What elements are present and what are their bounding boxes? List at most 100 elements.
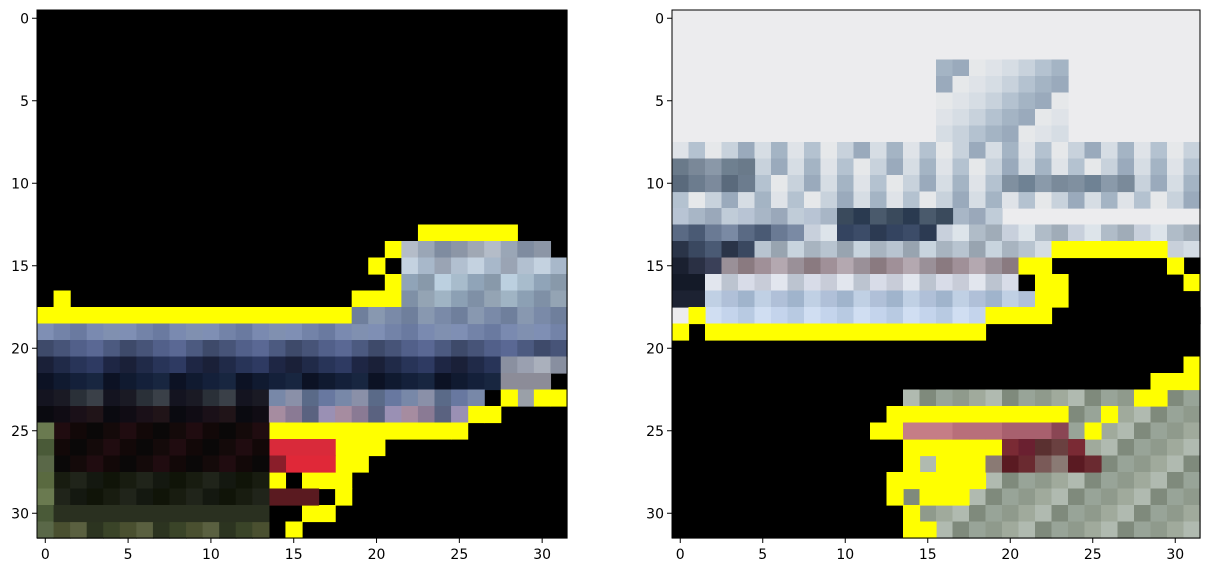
car-roof	[451, 241, 469, 259]
x-tick-label: 30	[1166, 547, 1184, 563]
car-body-dark	[335, 373, 353, 391]
scene	[870, 142, 888, 160]
scene	[1117, 142, 1135, 160]
scene	[936, 257, 954, 275]
scene	[1018, 109, 1036, 127]
scene-dark	[705, 257, 723, 275]
dark-region	[70, 488, 88, 506]
scene	[985, 191, 1003, 209]
car-body-dark	[202, 373, 220, 391]
yellow-outline	[351, 290, 402, 308]
dark-region	[86, 455, 104, 473]
car-body-dark	[384, 356, 402, 374]
car-body	[467, 323, 485, 341]
scene	[985, 241, 1003, 259]
scene	[870, 307, 888, 325]
car-body	[268, 340, 287, 358]
scene	[738, 290, 756, 308]
x-tick-label: 10	[202, 547, 220, 563]
scene-dark	[672, 158, 690, 176]
scene-dark	[688, 257, 706, 275]
ground	[1117, 406, 1135, 424]
scene	[952, 76, 970, 94]
yellow-outline	[53, 290, 71, 308]
scene	[1035, 241, 1053, 259]
scene-dark	[1002, 175, 1020, 193]
car-lower	[434, 406, 452, 424]
car-body	[517, 323, 535, 341]
dark-region	[86, 439, 104, 457]
car-body	[550, 356, 568, 374]
car-body-dark	[318, 356, 336, 374]
scene	[787, 307, 805, 325]
ground	[1084, 472, 1102, 490]
pink-patch	[1018, 422, 1036, 440]
ground	[1101, 505, 1119, 523]
yellow-outline	[335, 488, 353, 506]
scene	[672, 142, 690, 160]
ground	[1018, 488, 1036, 506]
taillight	[268, 439, 336, 457]
car-lower	[119, 389, 137, 407]
dark-region	[152, 472, 171, 490]
scene	[787, 175, 805, 193]
ground	[1101, 455, 1119, 473]
x-tick-label: 30	[533, 547, 551, 563]
car-roof	[484, 290, 502, 308]
ground	[219, 521, 237, 539]
scene	[969, 76, 987, 94]
ground	[1101, 422, 1119, 440]
scene	[952, 307, 970, 325]
car-body	[484, 340, 502, 358]
scene	[787, 274, 805, 292]
dark-region	[103, 455, 121, 473]
scene	[1134, 224, 1152, 242]
ground	[235, 521, 253, 539]
car-body	[86, 323, 104, 341]
car-body	[368, 323, 386, 341]
scene	[1068, 224, 1086, 242]
y-tick-label: 20	[11, 341, 29, 357]
car-body	[335, 323, 353, 341]
ground	[1150, 455, 1168, 473]
scene-dark	[688, 274, 706, 292]
yellow-outline	[318, 472, 353, 490]
taillight	[285, 455, 336, 473]
scene	[919, 290, 937, 308]
scene	[1051, 59, 1069, 77]
scene	[1150, 158, 1168, 176]
scene	[870, 158, 888, 176]
ground	[936, 505, 954, 523]
right-image-panel: 0 5 10 15 20 25 30 0 5 10 15 20 25 30	[600, 0, 1209, 572]
yellow-outline	[1101, 406, 1119, 424]
scene-dark	[705, 241, 723, 259]
pink-patch	[952, 422, 970, 440]
scene-dark	[1051, 175, 1069, 193]
scene	[936, 191, 954, 209]
ground	[952, 389, 970, 407]
scene	[853, 257, 871, 275]
scene	[886, 274, 904, 292]
ground	[1051, 389, 1069, 407]
car-body-dark	[53, 356, 71, 374]
ground	[1084, 439, 1102, 457]
car-body	[152, 323, 171, 341]
car-lower	[252, 389, 270, 407]
car-body	[302, 323, 320, 341]
pink-patch	[1035, 455, 1053, 473]
car-body-dark	[417, 356, 436, 374]
car-lower	[351, 406, 369, 424]
car-body	[500, 373, 552, 391]
scene	[738, 257, 756, 275]
car-body	[268, 323, 287, 341]
scene	[1002, 59, 1020, 77]
car-body-dark	[252, 373, 270, 391]
scene	[1018, 224, 1036, 242]
car-body	[384, 340, 402, 358]
scene	[837, 274, 855, 292]
car-body	[285, 340, 303, 358]
ground	[1117, 439, 1135, 457]
scene-dark	[853, 224, 871, 242]
car-lower	[417, 406, 436, 424]
dark-region	[119, 472, 137, 490]
